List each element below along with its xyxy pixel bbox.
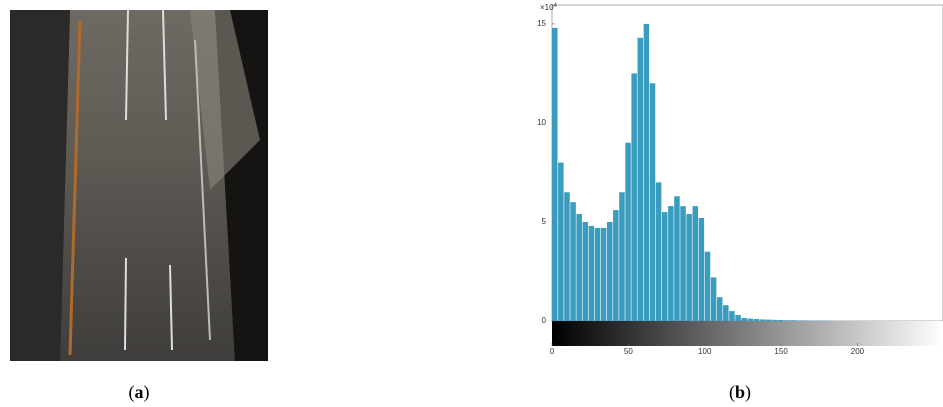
- bar: [802, 320, 808, 321]
- paren: (: [129, 382, 135, 403]
- bar: [588, 225, 595, 321]
- y-tick-label: 5: [542, 217, 547, 226]
- bar: [606, 221, 613, 321]
- bar: [771, 319, 778, 321]
- bar: [778, 320, 784, 321]
- bar: [784, 320, 790, 321]
- bar: [570, 202, 576, 321]
- caption-a: (a): [129, 382, 150, 403]
- bar: [631, 73, 637, 321]
- bar: [716, 297, 723, 321]
- bar: [686, 214, 692, 321]
- x-tick-label: 150: [774, 347, 788, 356]
- y-multiplier: ×104: [540, 3, 558, 13]
- x-tick-label: 0: [550, 347, 555, 356]
- bar: [747, 318, 754, 321]
- bar: [729, 311, 735, 321]
- bar: [668, 206, 674, 321]
- bar: [552, 27, 558, 322]
- bar: [655, 182, 662, 321]
- bar: [692, 206, 699, 321]
- x-tick-label: 100: [698, 347, 712, 356]
- multiplier-base: ×10: [540, 3, 554, 12]
- bar: [625, 142, 631, 321]
- bar: [698, 218, 705, 321]
- bar: [680, 206, 686, 321]
- bar: [704, 251, 711, 321]
- bar: [576, 214, 582, 321]
- bar: [765, 319, 772, 321]
- bar: [753, 319, 760, 321]
- bar: [796, 320, 802, 321]
- bar: [558, 162, 564, 321]
- colorbar: [552, 321, 943, 346]
- photo: [10, 9, 268, 361]
- bar: [735, 315, 741, 321]
- caption-b: (b): [729, 382, 751, 403]
- bar: [600, 227, 607, 321]
- x-tick-label: 50: [624, 347, 633, 356]
- bar: [710, 277, 717, 321]
- letter: b: [735, 382, 745, 402]
- bar: [661, 212, 668, 321]
- bar: [637, 37, 644, 322]
- bar: [582, 221, 589, 321]
- paren: (: [729, 382, 735, 403]
- bar: [723, 305, 729, 321]
- bars: [552, 23, 833, 322]
- paren: ): [745, 382, 751, 403]
- y-tick-label: 15: [537, 19, 546, 28]
- bar: [594, 227, 601, 321]
- bar: [643, 23, 650, 321]
- paren: ): [144, 382, 150, 403]
- bar: [613, 210, 619, 321]
- bar: [674, 196, 680, 321]
- y-tick-label: 0: [542, 316, 547, 325]
- bar: [741, 318, 747, 321]
- letter: a: [135, 382, 144, 402]
- bar: [649, 83, 656, 322]
- bar: [759, 319, 766, 321]
- bar: [619, 192, 625, 321]
- multiplier-exponent: 4: [554, 3, 558, 9]
- y-tick-label: 10: [537, 118, 546, 127]
- bar: [564, 192, 570, 321]
- x-tick-label: 200: [851, 347, 865, 356]
- bar: [790, 320, 796, 321]
